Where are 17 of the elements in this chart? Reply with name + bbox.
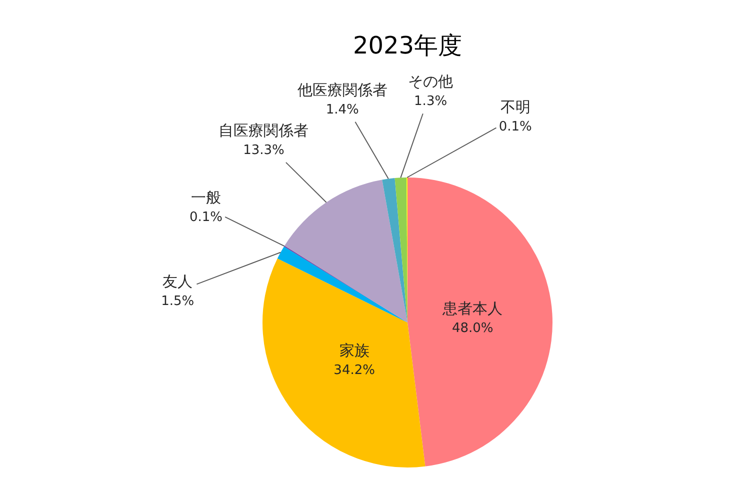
- data-label: 1.3%: [414, 94, 448, 110]
- data-label: 34.2%: [334, 362, 375, 378]
- data-label: 48.0%: [452, 321, 494, 336]
- slice-label: 友人: [162, 272, 193, 290]
- slice-label: 他医療関係者: [297, 80, 388, 99]
- chart-title: 2023年度: [352, 32, 462, 60]
- data-label: 0.1%: [498, 120, 532, 135]
- slice-label: 不明: [500, 98, 530, 116]
- slice-label: 患者本人: [442, 300, 503, 318]
- data-label: 1.4%: [326, 102, 359, 118]
- slice-label: 家族: [339, 341, 370, 360]
- slice-label: 一般: [190, 188, 221, 207]
- slice-label: 自医療関係者: [218, 121, 309, 140]
- data-label: 1.5%: [161, 294, 194, 309]
- slice-label: その他: [408, 72, 454, 91]
- data-label: 13.3%: [243, 142, 284, 158]
- data-label: 0.1%: [189, 210, 222, 226]
